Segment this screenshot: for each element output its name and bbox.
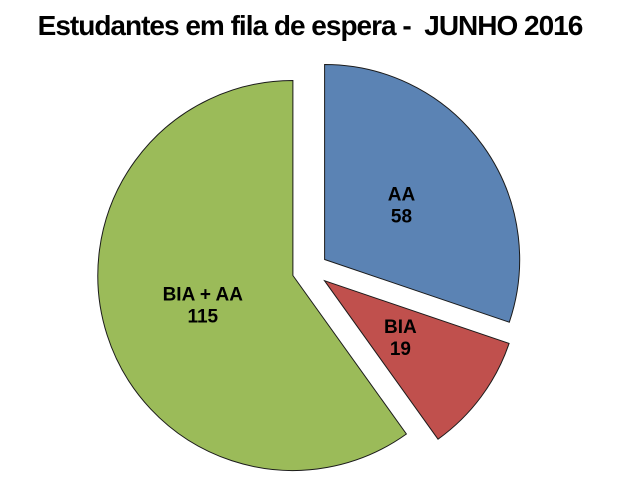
slice-label-aa: AA 58 (388, 184, 416, 227)
slice-label-bia-aa: BIA + AA 115 (163, 284, 244, 327)
pie-slice-bia-aa (97, 79, 408, 471)
slice-label-bia: BIA 19 (384, 317, 417, 360)
pie-slice-aa (324, 63, 521, 323)
pie-slice-bia (323, 279, 510, 440)
chart-title: Estudantes em fila de espera - JUNHO 201… (37, 10, 584, 41)
